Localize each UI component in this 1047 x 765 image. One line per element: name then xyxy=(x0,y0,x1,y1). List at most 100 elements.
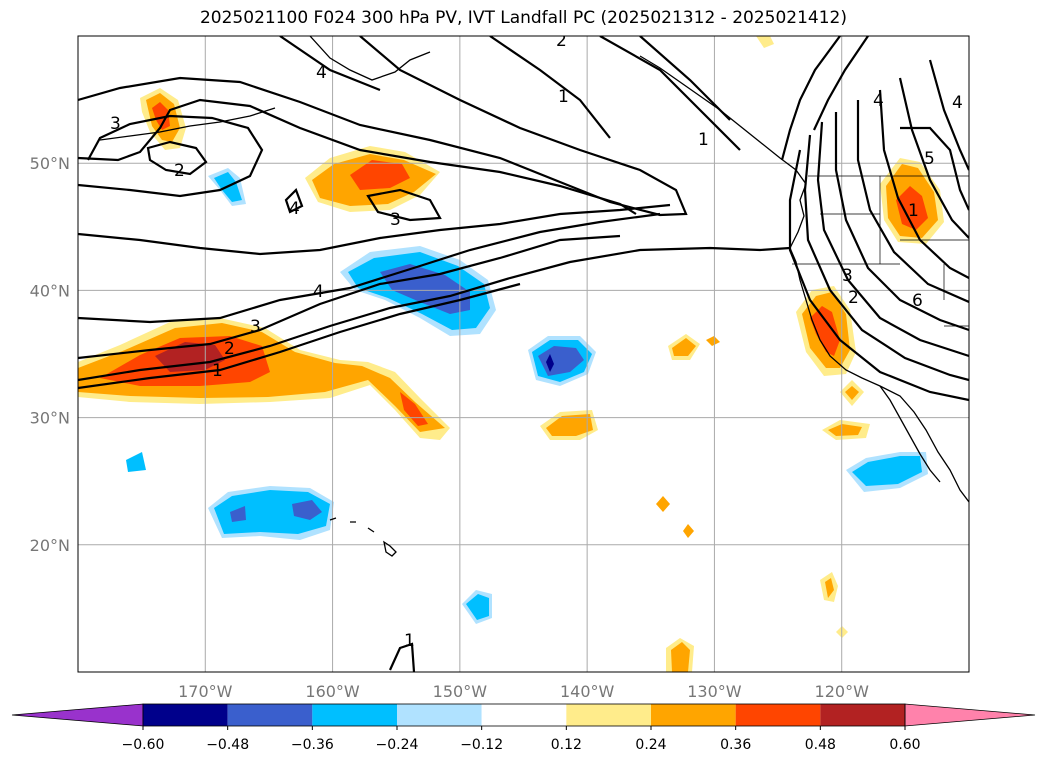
ivt-contour xyxy=(780,36,841,161)
ivt-contour xyxy=(878,89,969,279)
longitude-tick-label: 170°W xyxy=(178,682,233,701)
ivt-contour xyxy=(78,114,264,198)
colorbar-segment xyxy=(397,704,482,726)
ivt-contour xyxy=(78,212,661,324)
pv-positive-region xyxy=(756,36,774,48)
contour-label: 4 xyxy=(313,282,324,302)
colorbar-tick-label: 0.48 xyxy=(805,737,836,753)
contour-label: 1 xyxy=(698,130,709,150)
ivt-contour xyxy=(78,234,621,360)
pv-positive-region xyxy=(152,102,170,130)
colorbar-extend-high xyxy=(904,703,1036,727)
pv-positive-region xyxy=(671,642,690,672)
ivt-contour xyxy=(898,77,969,239)
longitude-tick-labels: 170°W 160°W 150°W 140°W 130°W 120°W xyxy=(178,682,869,701)
contour-label: 2 xyxy=(848,288,859,308)
ivt-contour xyxy=(489,36,611,139)
latitude-tick-label: 40°N xyxy=(30,281,70,300)
ivt-contour xyxy=(856,100,969,304)
ivt-contour xyxy=(900,126,969,211)
ivt-contour xyxy=(788,149,969,402)
latitude-tick-label: 20°N xyxy=(30,536,70,555)
contour-labels: 1 2 3 4 4 3 3 2 4 1 2 1 1 3 2 6 5 4 4 1 xyxy=(110,31,963,651)
contour-label: 3 xyxy=(390,210,401,230)
ivt-contour xyxy=(146,140,208,176)
ivt-contour xyxy=(834,112,969,332)
colorbar-tick-label: 0.36 xyxy=(720,737,751,753)
contour-label: 3 xyxy=(842,266,853,286)
contour-label: 2 xyxy=(174,161,185,181)
pv-positive-region xyxy=(845,386,859,400)
pv-positive-region xyxy=(825,578,834,598)
pv-positive-region xyxy=(896,186,928,230)
pv-positive-region xyxy=(546,414,593,436)
aleutian-islands xyxy=(99,107,276,141)
pv-positive-region xyxy=(672,338,696,356)
colorbar-segment xyxy=(735,704,821,726)
contour-label: 1 xyxy=(558,87,569,107)
colorbar-segment xyxy=(481,704,567,726)
map-frame xyxy=(77,35,970,673)
pv-positive-region xyxy=(350,160,410,190)
contour-label: 2 xyxy=(224,339,235,359)
colorbar: −0.60 −0.48 −0.36 −0.24 −0.12 0.12 0.24 0.36 0.4… xyxy=(11,703,1036,753)
ivt-contour xyxy=(803,134,969,382)
pv-positive-region xyxy=(828,424,862,436)
pv-negative-region xyxy=(230,506,246,522)
hawaii-islands xyxy=(329,517,397,557)
ivt-contour xyxy=(78,246,791,382)
map-graticule xyxy=(78,36,969,672)
colorbar-segment xyxy=(820,704,905,726)
pv-positive-region xyxy=(683,524,694,538)
contour-label: 2 xyxy=(556,31,567,51)
contour-label: 6 xyxy=(912,291,923,311)
pv-negative-region xyxy=(292,500,322,520)
ivt-contour xyxy=(78,203,671,256)
ivt-contour xyxy=(279,36,381,92)
colorbar-extend-low xyxy=(11,703,144,727)
map-area: 1 2 3 4 4 3 3 2 4 1 2 1 1 3 2 6 5 4 4 1 xyxy=(77,31,970,673)
pv-negative-region xyxy=(546,354,554,372)
contour-label: 1 xyxy=(404,631,415,651)
pv-positive-region xyxy=(656,496,670,512)
colorbar-tick-label: −0.36 xyxy=(291,737,334,753)
contour-label: 4 xyxy=(289,199,300,219)
pv-positive-region xyxy=(810,306,840,356)
contour-label: 4 xyxy=(952,93,963,113)
pv-negative-region xyxy=(126,452,146,472)
pv-negative-region xyxy=(466,594,489,620)
map-title: 2025021100 F024 300 hPa PV, IVT Landfall… xyxy=(199,8,847,28)
pv-negative-region xyxy=(214,490,330,534)
pv-negative-region xyxy=(380,264,470,314)
ivt-contour xyxy=(388,642,416,672)
colorbar-tick-label: 0.12 xyxy=(551,737,582,753)
latitude-tick-label: 30°N xyxy=(30,409,70,428)
longitude-tick-label: 120°W xyxy=(815,682,870,701)
coastline-alaska xyxy=(309,36,431,81)
colorbar-segment xyxy=(143,704,228,726)
ivt-contour xyxy=(928,59,969,171)
ivt-contour xyxy=(78,282,521,390)
colorbar-tick-label: −0.24 xyxy=(376,737,419,753)
ivt-contour xyxy=(284,188,304,214)
ivt-contour xyxy=(816,121,969,358)
pv-positive-region xyxy=(155,342,225,372)
pv-negative-region xyxy=(852,456,922,486)
ivt-contour xyxy=(78,98,637,215)
colorbar-tick-label: 0.24 xyxy=(635,737,666,753)
contour-label: 1 xyxy=(908,201,919,221)
contour-label: 1 xyxy=(212,361,223,381)
state-borders xyxy=(792,176,969,327)
contour-label: 3 xyxy=(250,317,261,337)
colorbar-segment xyxy=(566,704,651,726)
colorbar-tick-label: −0.12 xyxy=(460,737,503,753)
latitude-tick-label: 50°N xyxy=(30,154,70,173)
colorbar-tick-label: 0.60 xyxy=(889,737,920,753)
ivt-contour xyxy=(366,188,442,222)
contour-label: 4 xyxy=(873,91,884,111)
ivt-contour xyxy=(813,36,869,131)
coastline-layer xyxy=(99,36,969,557)
colorbar-frame xyxy=(142,703,906,727)
longitude-tick-label: 140°W xyxy=(560,682,615,701)
colorbar-segment xyxy=(227,704,313,726)
